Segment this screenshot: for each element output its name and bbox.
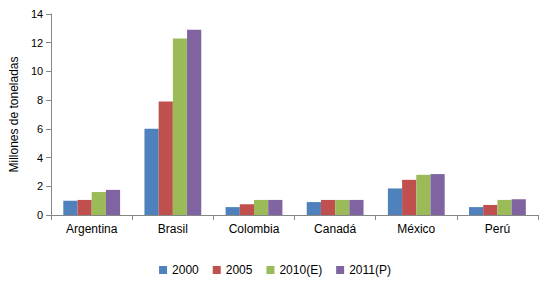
svg-text:14: 14: [31, 8, 43, 20]
svg-text:2000: 2000: [172, 263, 199, 277]
svg-text:4: 4: [37, 152, 43, 164]
svg-text:0: 0: [37, 209, 43, 221]
svg-text:2: 2: [37, 180, 43, 192]
svg-text:Colombia: Colombia: [229, 222, 280, 236]
svg-text:México: México: [397, 222, 435, 236]
svg-text:Brasil: Brasil: [158, 222, 188, 236]
svg-text:Canadá: Canadá: [314, 222, 356, 236]
svg-text:6: 6: [37, 123, 43, 135]
svg-text:8: 8: [37, 94, 43, 106]
svg-text:2010(E): 2010(E): [279, 263, 322, 277]
svg-text:2005: 2005: [226, 263, 253, 277]
svg-text:Millones de toneladas: Millones de toneladas: [7, 56, 21, 172]
svg-text:2011(P): 2011(P): [349, 263, 391, 277]
svg-text:12: 12: [31, 37, 43, 49]
svg-text:Perú: Perú: [485, 222, 510, 236]
svg-text:10: 10: [31, 65, 43, 77]
svg-text:Argentina: Argentina: [66, 222, 118, 236]
